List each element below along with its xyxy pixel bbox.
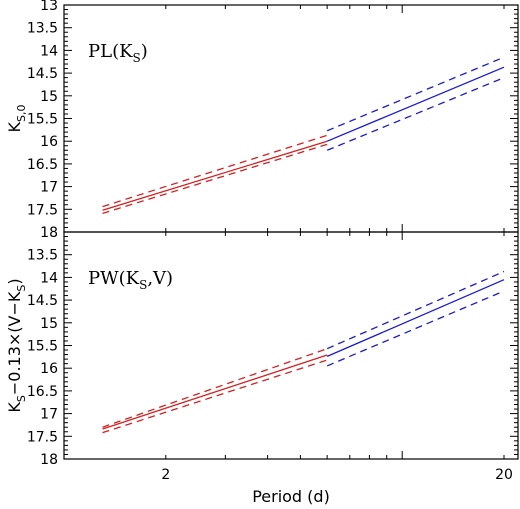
- y-tick-label: 17.5: [27, 202, 58, 218]
- y-tick-label: 13.5: [27, 248, 58, 264]
- plot-frame: [63, 231, 519, 460]
- y-tick-label: 13.5: [27, 21, 58, 37]
- panel-label: PW(KS​,V): [88, 268, 173, 292]
- y-axis-title: KS,0​: [5, 105, 28, 133]
- solid-fit-line: [326, 279, 505, 357]
- y-tick-label: 15.5: [27, 339, 58, 355]
- y-tick-label: 14.5: [27, 293, 58, 309]
- panel-bottom: 13.5 14 14.5 15 15.5 16 16.5 17 17.5 18 PW(KS​,V) K…: [5, 231, 519, 506]
- y-tick-label: 18: [40, 225, 58, 241]
- y-axis-title: KS​−0.13×(V−KS​): [5, 278, 28, 412]
- dashed-fit-line: [326, 290, 505, 367]
- solid-fit-line: [102, 140, 328, 211]
- y-tick-label: 17: [40, 180, 58, 196]
- dashed-fit-line: [102, 359, 328, 434]
- y-tick-label: 16: [40, 361, 58, 377]
- y-tick-label: 13: [40, 0, 58, 14]
- dashed-fit-line: [102, 348, 328, 428]
- dashed-fit-line: [326, 270, 505, 350]
- y-tick-label: 14: [40, 270, 58, 286]
- y-tick-label: 16.5: [27, 384, 58, 400]
- y-tick-label: 16.5: [27, 157, 58, 173]
- y-tick-label: 15: [40, 316, 58, 332]
- y-tick-label: 15: [40, 89, 58, 105]
- solid-fit-line: [326, 66, 505, 142]
- y-tick-label: 17.5: [27, 429, 58, 445]
- y-tick-label: 17: [40, 407, 58, 423]
- dashed-fit-line: [102, 143, 328, 215]
- dashed-fit-line: [326, 77, 505, 151]
- x-tick-label: 20: [495, 467, 513, 483]
- y-tick-label: 14.5: [27, 66, 58, 82]
- solid-fit-line: [102, 354, 328, 430]
- panel-label: PL(KS​): [88, 41, 148, 65]
- x-axis-title: Period (d): [252, 487, 330, 506]
- y-tick-label: 14: [40, 43, 58, 59]
- dashed-fit-line: [102, 134, 328, 208]
- y-tick-label: 18: [40, 452, 58, 468]
- x-tick-label: 2: [161, 467, 170, 483]
- y-tick-label: 16: [40, 134, 58, 150]
- y-tick-label: 15.5: [27, 112, 58, 128]
- dashed-fit-line: [326, 56, 505, 132]
- panel-top: 13 13.5 14 14.5 15 15.5 16 16.5 17 17.5 18 PL(KS​) K…: [5, 0, 519, 241]
- plot-frame: [63, 4, 519, 233]
